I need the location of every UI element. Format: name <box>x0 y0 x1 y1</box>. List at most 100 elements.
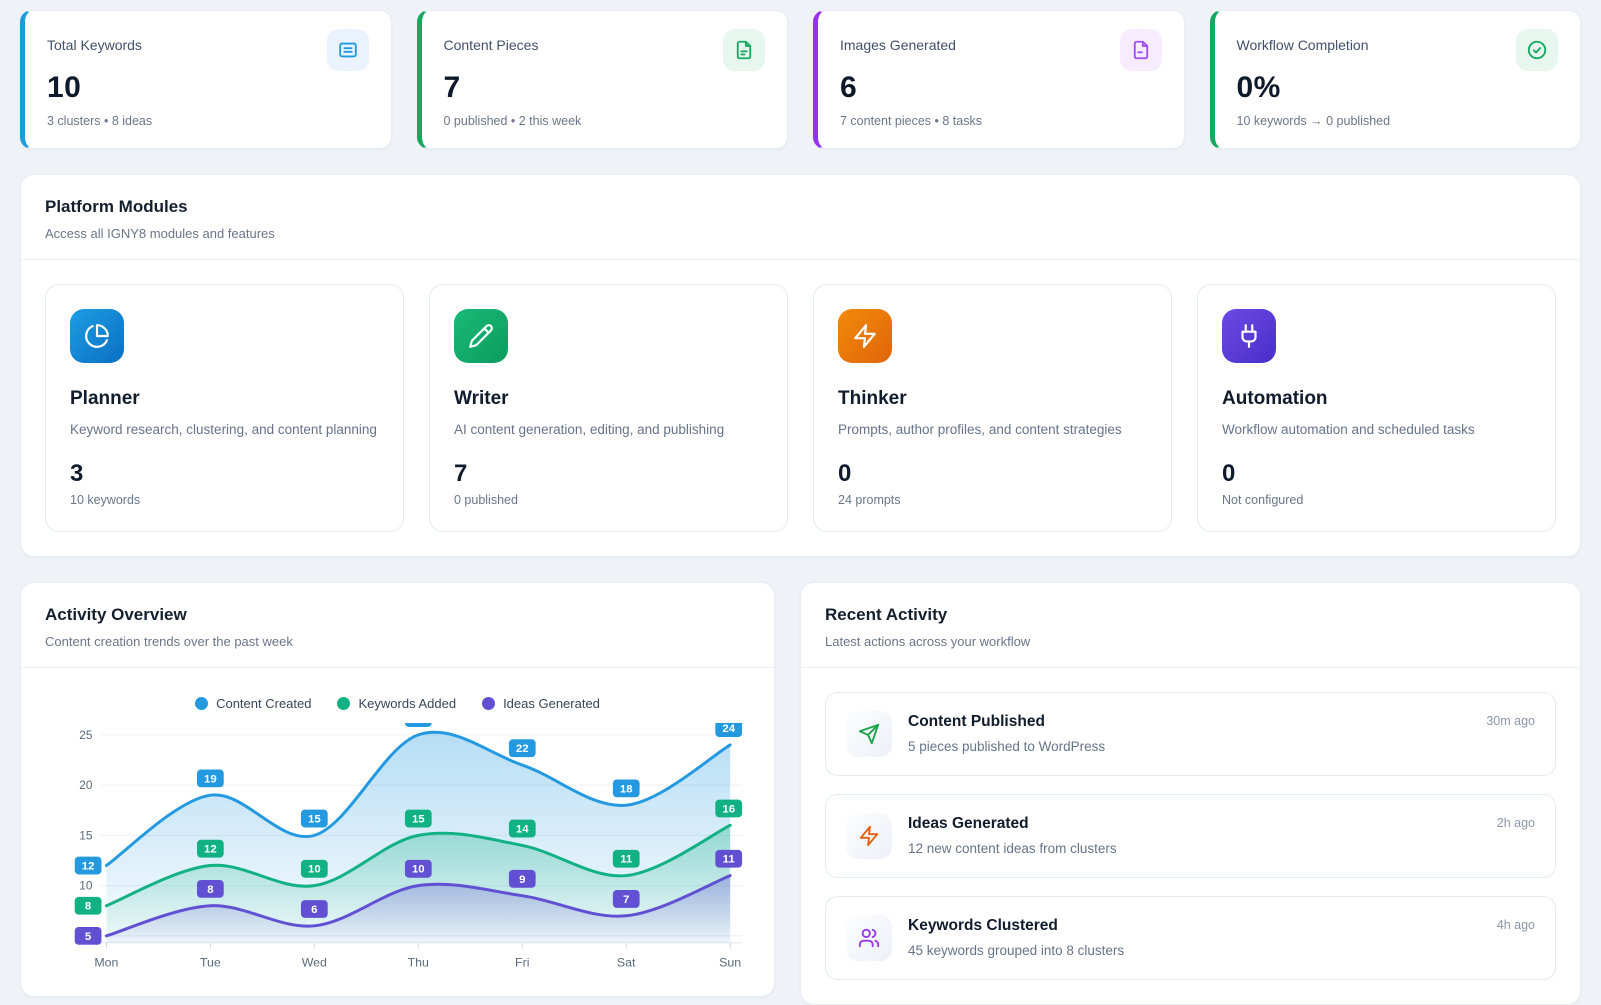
panel-title: Platform Modules <box>45 197 188 216</box>
stat-subtext: 7 content pieces • 8 tasks <box>840 114 982 128</box>
legend-item-content-created: Content Created <box>195 696 311 711</box>
activity-overview-body: Content Created Keywords Added Ideas Gen… <box>21 668 774 997</box>
stat-label: Total Keywords <box>47 37 142 53</box>
stat-card-workflow-completion: Workflow Completion 0% 10 keywords → 0 p… <box>1209 10 1581 149</box>
svg-text:8: 8 <box>85 901 91 913</box>
bottom-row: Activity Overview Content creation trend… <box>20 581 1581 1005</box>
chart-legend: Content Created Keywords Added Ideas Gen… <box>45 696 750 711</box>
plug-icon <box>1222 309 1276 363</box>
stat-card-top: Images Generated <box>840 29 1162 71</box>
activity-chart: 5 10 15 20 25 Mon Tue Wed Thu Fri Sat Sun 12 19 15 25 22… <box>45 722 750 973</box>
platform-modules-panel: Platform Modules Access all IGNY8 module… <box>20 174 1581 557</box>
svg-text:Sat: Sat <box>617 955 636 969</box>
stat-value: 7 <box>443 71 461 104</box>
stat-card-total-keywords: Total Keywords 10 3 clusters • 8 ideas <box>20 10 392 149</box>
stat-card-images-generated: Images Generated 6 7 content pieces • 8 … <box>813 10 1185 149</box>
file-image-icon <box>1119 29 1162 71</box>
file-text-icon <box>723 29 765 71</box>
module-description: Workflow automation and scheduled tasks <box>1222 422 1475 437</box>
module-name: Planner <box>70 388 140 409</box>
legend-dot <box>482 696 496 710</box>
activity-item-keywords-clustered: Keywords Clustered 45 keywords grouped i… <box>825 895 1556 980</box>
panel-title: Activity Overview <box>45 604 187 624</box>
activity-timestamp: 30m ago <box>1486 713 1535 728</box>
svg-text:Tue: Tue <box>200 955 221 969</box>
recent-activity-list: Content Published 5 pieces published to … <box>801 668 1580 1004</box>
stat-subtext: 0 published • 2 this week <box>443 114 582 128</box>
svg-text:22: 22 <box>516 743 529 755</box>
list-icon <box>326 29 369 71</box>
pie-chart-icon <box>70 309 124 363</box>
svg-text:15: 15 <box>79 828 93 842</box>
svg-text:20: 20 <box>79 778 93 792</box>
module-description: AI content generation, editing, and publ… <box>454 422 725 437</box>
module-subtext: 24 prompts <box>838 492 901 507</box>
send-icon <box>846 710 892 757</box>
svg-text:12: 12 <box>82 860 95 872</box>
legend-item-keywords-added: Keywords Added <box>337 696 456 711</box>
svg-text:10: 10 <box>308 864 321 876</box>
activity-content: Content Published 5 pieces published to … <box>908 713 1470 754</box>
activity-description: 5 pieces published to WordPress <box>908 739 1106 755</box>
svg-text:9: 9 <box>519 874 525 886</box>
svg-text:Thu: Thu <box>408 955 429 969</box>
module-description: Prompts, author profiles, and content st… <box>838 422 1122 437</box>
module-card-planner[interactable]: Planner Keyword research, clustering, an… <box>45 284 404 532</box>
svg-text:Mon: Mon <box>94 955 118 969</box>
stat-subtext: 3 clusters • 8 ideas <box>47 114 153 128</box>
activity-description: 45 keywords grouped into 8 clusters <box>908 943 1125 959</box>
module-description: Keyword research, clustering, and conten… <box>70 422 377 437</box>
module-subtext: Not configured <box>1222 492 1304 507</box>
stat-label: Images Generated <box>840 37 956 53</box>
legend-label: Content Created <box>216 695 312 711</box>
activity-timestamp: 2h ago <box>1496 815 1535 830</box>
platform-modules-header: Platform Modules Access all IGNY8 module… <box>21 175 1580 260</box>
svg-text:16: 16 <box>722 803 735 815</box>
module-card-writer[interactable]: Writer AI content generation, editing, a… <box>429 284 788 532</box>
svg-text:10: 10 <box>412 864 425 876</box>
module-value: 7 <box>454 459 468 487</box>
activity-timestamp: 4h ago <box>1496 917 1535 932</box>
panel-subtitle: Latest actions across your workflow <box>825 633 1031 649</box>
svg-text:14: 14 <box>516 823 529 835</box>
activity-title: Content Published <box>908 713 1045 731</box>
zap-icon <box>838 309 892 363</box>
stat-card-top: Content Pieces <box>443 29 765 71</box>
activity-overview-panel: Activity Overview Content creation trend… <box>20 581 775 998</box>
pencil-icon <box>454 309 508 363</box>
svg-text:18: 18 <box>620 783 633 795</box>
svg-text:15: 15 <box>412 813 425 825</box>
svg-text:8: 8 <box>207 884 213 896</box>
module-value: 0 <box>1222 459 1236 487</box>
stat-value: 6 <box>840 71 858 104</box>
module-card-thinker[interactable]: Thinker Prompts, author profiles, and co… <box>813 284 1172 532</box>
activity-overview-header: Activity Overview Content creation trend… <box>21 583 774 668</box>
legend-item-ideas-generated: Ideas Generated <box>482 696 600 711</box>
legend-label: Ideas Generated <box>503 695 600 711</box>
module-name: Thinker <box>838 388 907 409</box>
module-card-automation[interactable]: Automation Workflow automation and sched… <box>1197 284 1556 532</box>
svg-text:25: 25 <box>412 723 425 725</box>
zap-icon <box>846 812 892 859</box>
panel-subtitle: Access all IGNY8 modules and features <box>45 226 275 241</box>
module-value: 3 <box>70 459 84 487</box>
stat-subtext: 10 keywords → 0 published <box>1236 114 1391 128</box>
panel-subtitle: Content creation trends over the past we… <box>45 633 293 649</box>
svg-text:11: 11 <box>620 854 633 866</box>
svg-text:24: 24 <box>722 723 735 735</box>
stat-card-top: Workflow Completion <box>1237 29 1558 71</box>
svg-text:15: 15 <box>308 813 321 825</box>
activity-content: Ideas Generated 12 new content ideas fro… <box>908 815 1481 856</box>
legend-dot <box>195 696 209 710</box>
panel-title: Recent Activity <box>825 604 948 624</box>
stat-value: 0% <box>1236 71 1281 104</box>
legend-dot <box>337 696 351 710</box>
svg-text:Sun: Sun <box>719 955 741 969</box>
module-name: Automation <box>1222 388 1328 409</box>
activity-description: 12 new content ideas from clusters <box>908 841 1117 857</box>
stat-label: Content Pieces <box>443 37 539 53</box>
svg-text:25: 25 <box>79 728 93 742</box>
activity-content: Keywords Clustered 45 keywords grouped i… <box>908 917 1481 958</box>
stat-value: 10 <box>47 71 82 104</box>
